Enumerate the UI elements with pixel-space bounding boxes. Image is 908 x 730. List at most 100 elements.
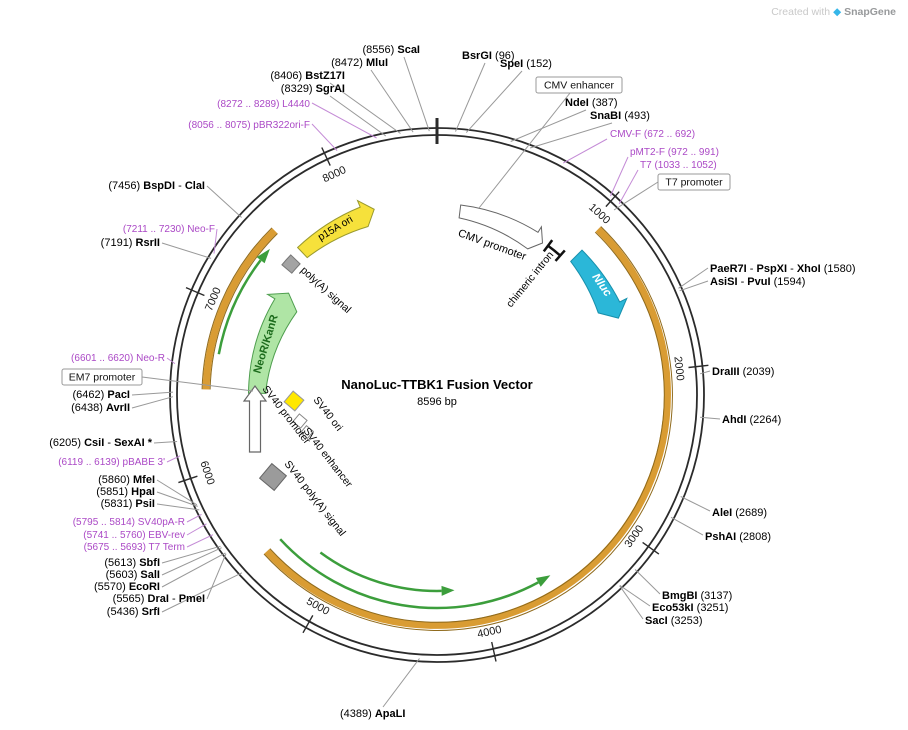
site-sgrai-label: (8329) SgrAI [281,83,345,95]
cmv-enhancer-box [535,76,623,94]
em7-promoter-label: EM7 promoter [69,372,136,384]
feature-layer [201,199,673,631]
primer-l4440-label: (8272 .. 8289) L4440 [217,99,310,110]
site-srfi-label: (5436) SrfI [107,606,160,618]
site-ahdi-label: AhdI (2264) [722,414,781,426]
site-asisi-pvui-label: AsiSI - PvuI (1594) [710,276,805,288]
site-draiii-label: DraIII (2039) [712,366,774,378]
site-csii-sexai-leader-line [153,441,178,444]
primer-t7-term-leader-line [186,534,214,548]
sv40-ori-box-1 [292,413,308,429]
site-mlui-leader-line [370,69,414,133]
site-drai-pmei-label: (5565) DraI - PmeI [113,593,205,605]
site-sali-leader-line [161,547,222,576]
callout-line-layer [131,56,721,708]
orf-arrow-upper-left [217,259,262,355]
primer-pbabe-3-label: (6119 .. 6139) pBABE 3' [58,457,165,468]
watermark-created-with: Created with [771,6,830,18]
site-apali-leader-line [382,658,420,708]
site-csii-sexai-label: (6205) CsiI - SexAI * [49,437,152,449]
sv40-polya-box [258,462,288,492]
primer-ebv-rev-leader-line [186,523,207,536]
site-mfei-label: (5860) MfeI [98,474,155,486]
em7-promoter-box [61,368,143,386]
site-spei-label: SpeI (152) [500,58,552,70]
ring-position-8000: 8000 [321,164,348,185]
site-hpai-label: (5851) HpaI [96,486,155,498]
primer-t7-term-label: (5675 .. 5693) T7 Term [84,542,185,553]
ring-position-4000: 4000 [476,624,503,641]
site-paci-leader-line [131,391,174,396]
polya-signal-box [281,254,301,274]
site-drai-pmei-leader-line [206,553,227,600]
t7-promoter-leader-line [613,181,659,211]
sv40-ori-label: SV40 ori [311,394,345,433]
primer-sv40pa-r-leader-line [186,513,202,523]
site-paer7i-pspxi-xhoi-leader-line [678,267,709,289]
plasmid-length: 8596 bp [417,396,457,408]
em7-promoter-leader-line [141,376,254,392]
primer-cmv-f-label: CMV-F (672 .. 692) [610,129,695,140]
site-ndei-leader-line [510,109,587,142]
primer-neo-r-leader-line [166,357,176,365]
ttbk1-gene-band [264,226,671,629]
site-ecori-leader-line [161,552,226,588]
sv40-promoter-arrow [242,384,268,453]
ring-tick-1000 [605,191,620,208]
site-scai-leader-line [403,56,430,132]
ring-position-2000: 2000 [671,356,686,382]
snapgene-logo-icon: ◆ [833,6,842,18]
site-rsrii-label: (7191) RsrII [101,237,160,249]
site-ahdi-leader-line [700,416,721,420]
orf-arrow-upper-left-head [256,248,270,264]
site-bsrgi-leader-line [455,62,486,132]
t7-promoter-label: T7 promoter [665,177,723,189]
site-paci-label: (6462) PacI [73,389,131,401]
site-bspdi-clai-label: (7456) BspDI - ClaI [108,180,205,192]
ring-tick-5000 [302,615,314,634]
p15a-ori-arrow [296,199,375,259]
site-avrii-leader-line [131,396,174,409]
watermark-brand: SnapGene [844,6,896,18]
t7-promoter-box [657,173,731,191]
orf-arrow-outer-head [535,575,551,587]
primer-pbabe-3-leader-line [166,455,181,463]
primer-t7-leader-line [618,169,639,205]
primer-sv40pa-r-label: (5795 .. 5814) SV40pA-R [73,517,185,528]
site-avrii-label: (6438) AvrII [71,402,130,414]
site-mlui-label: (8472) MluI [331,57,388,69]
watermark: Created with ◆ SnapGene [771,6,896,18]
upper-left-gene-band-inner-edge [209,233,278,390]
polya-signal-label: poly(A) signal [298,264,353,315]
site-ecori-label: (5570) EcoRI [94,581,160,593]
site-eco53ki-leader-line [619,584,651,607]
ttbk1-gene-band-inner-edge [269,231,665,623]
site-rsrii-leader-line [161,242,212,259]
ring-tick-6000 [178,475,198,484]
site-eco53ki-label: Eco53kI (3251) [652,602,728,614]
site-alei-leader-line [680,496,711,512]
orf-arrow-outer [279,538,539,610]
upper-left-gene-band [202,228,278,390]
primer-l4440-leader-line [311,102,377,139]
ring-position-1000: 1000 [586,201,612,226]
site-spei-leader-line [465,70,523,133]
site-sbfi-label: (5613) SbfI [104,557,160,569]
site-saci-label: SacI (3253) [645,615,703,627]
nluc-arrow [570,249,628,319]
ring-tick-3000 [642,541,660,555]
site-apali-label: (4389) ApaLI [340,708,405,720]
site-paer7i-pspxi-xhoi-label: PaeR7I - PspXI - XhoI (1580) [710,263,856,275]
ring-tick-7000 [185,286,205,297]
site-bmgbi-label: BmgBI (3137) [662,590,732,602]
primer-neo-f-leader-line [213,228,218,254]
site-snabi-leader-line [529,122,613,149]
cmv-enhancer-label: CMV enhancer [544,80,615,92]
site-hpai-leader-line [156,491,198,507]
site-alei-label: AleI (2689) [712,507,767,519]
site-asisi-pvui-leader-line [679,280,709,292]
site-saci-leader-line [619,585,644,620]
neor-kanr-arrow [247,292,298,394]
ring-tick-2000 [688,364,709,369]
